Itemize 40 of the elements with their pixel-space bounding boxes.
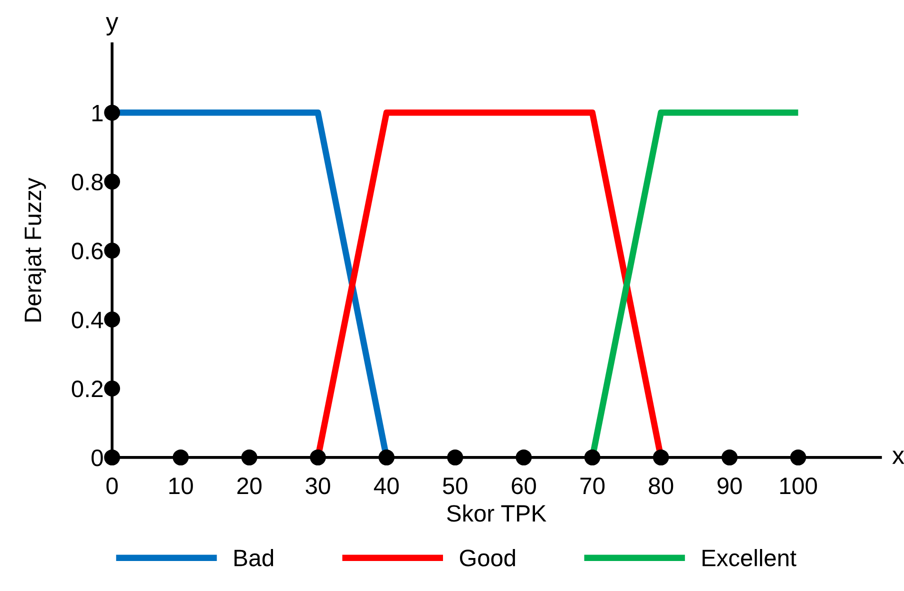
point <box>652 449 669 466</box>
point <box>722 449 738 466</box>
x-tick-label: 20 <box>237 478 262 494</box>
x-tick-label: 10 <box>169 478 193 494</box>
point <box>584 449 600 466</box>
point <box>104 174 120 190</box>
x-tick-label: 40 <box>374 478 399 494</box>
x-tick-label: 100 <box>780 478 817 494</box>
x-tick-label: 80 <box>648 478 674 494</box>
y-tick-label: 0.6 <box>72 242 103 260</box>
y-tick-label: 0.2 <box>72 380 103 398</box>
x-tick-label: 0 <box>106 478 118 494</box>
y-tick-label: 1 <box>92 104 103 122</box>
x-tick-label: 70 <box>580 478 605 494</box>
legend-label: Bad <box>234 549 274 566</box>
point <box>104 312 120 328</box>
x-tick-label: 90 <box>718 478 742 494</box>
point <box>104 380 120 396</box>
x-tick-label: 50 <box>442 478 468 494</box>
x-axis-title: Skor TPK <box>447 504 546 522</box>
text: x <box>892 450 904 464</box>
legend-label: Good <box>460 549 516 566</box>
point <box>790 449 806 466</box>
point <box>516 449 532 466</box>
y-tick-label: 0.8 <box>72 174 103 190</box>
point <box>310 449 326 466</box>
text: y <box>106 17 118 36</box>
point <box>378 449 395 466</box>
point <box>104 104 120 121</box>
y-tick-label: 0 <box>92 450 103 466</box>
point <box>104 449 120 466</box>
point <box>172 449 189 466</box>
x-tick-label: 60 <box>512 478 536 494</box>
point <box>241 449 258 466</box>
point <box>104 242 120 259</box>
legend-label: Excellent <box>702 549 796 566</box>
point <box>447 449 464 466</box>
x-tick-label: 30 <box>306 478 330 494</box>
y-axis-title: Derajat Fuzzy <box>24 178 46 322</box>
y-tick-label: 0.4 <box>72 312 104 328</box>
